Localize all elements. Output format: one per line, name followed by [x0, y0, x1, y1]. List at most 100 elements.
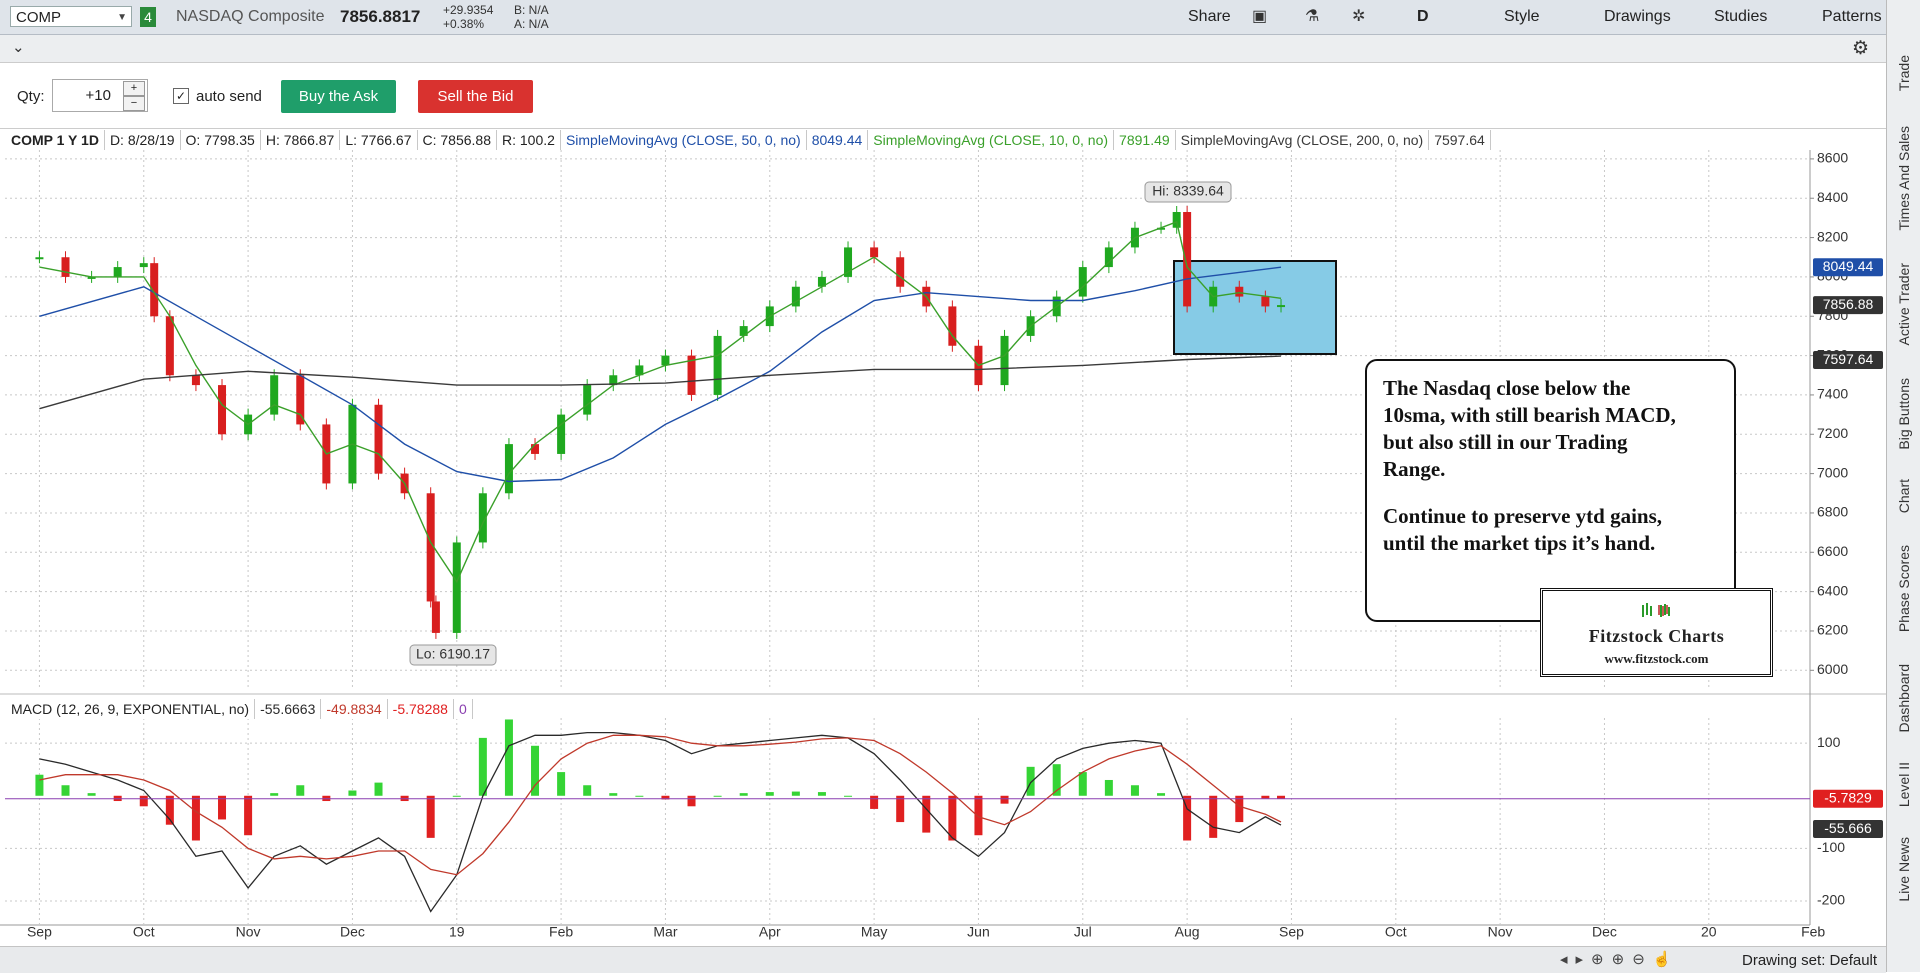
- histogram-bar: [374, 782, 383, 796]
- histogram-bar: [635, 795, 644, 797]
- candle: [817, 276, 826, 287]
- side-tab[interactable]: Times And Sales: [1896, 125, 1912, 231]
- qty-up[interactable]: +: [123, 81, 145, 96]
- histogram-bar: [531, 745, 540, 796]
- histogram-bar: [1235, 795, 1244, 823]
- value-label-bg: [1813, 296, 1883, 315]
- x-tick-label: Jul: [1074, 924, 1092, 940]
- toolbar-button[interactable]: D: [1417, 8, 1429, 25]
- histogram-bar: [191, 795, 200, 841]
- histogram-bar: [870, 795, 879, 809]
- toolbar-button[interactable]: Share: [1188, 8, 1231, 25]
- study-line: [39, 266, 1282, 483]
- study-value: 8049.44: [806, 130, 869, 150]
- side-tab[interactable]: Big Buttons: [1896, 378, 1912, 450]
- side-tab[interactable]: Level II: [1896, 761, 1912, 807]
- collapse-toggle[interactable]: ⌄: [12, 39, 25, 56]
- chart-symbol: COMP 1 Y 1D: [6, 130, 105, 150]
- net-change: +29.9354: [443, 3, 494, 17]
- auto-send-checkbox[interactable]: ✓: [173, 88, 189, 104]
- x-tick-label: Dec: [340, 924, 365, 940]
- side-tab[interactable]: Live News: [1896, 836, 1912, 902]
- toolbar-button[interactable]: Drawings: [1604, 8, 1671, 25]
- y-tick-label: -200: [1817, 892, 1845, 908]
- candle: [431, 601, 440, 633]
- histogram-bar: [35, 774, 44, 796]
- histogram-bar: [504, 719, 513, 796]
- candle: [1078, 267, 1087, 297]
- qty-down[interactable]: −: [123, 96, 145, 111]
- drawing-set[interactable]: Drawing set: Default: [1742, 952, 1878, 969]
- side-tab[interactable]: Trade: [1896, 55, 1912, 92]
- link-group[interactable]: 4: [140, 7, 156, 27]
- symbol-input[interactable]: COMP ▼: [10, 6, 132, 27]
- toolbar-icon[interactable]: ✲: [1352, 8, 1366, 25]
- x-tick-label: Nov: [1488, 924, 1513, 940]
- qty: +10: [85, 87, 111, 104]
- sell-button[interactable]: Sell the Bid: [418, 80, 533, 113]
- y-tick-label: 100: [1817, 734, 1841, 750]
- value-label-bg: [1813, 258, 1883, 277]
- value-label-bg: [1813, 789, 1883, 808]
- side-tab[interactable]: Dashboard: [1896, 663, 1912, 733]
- x-tick-label: Sep: [1279, 924, 1304, 940]
- side-panel: [1886, 0, 1920, 972]
- candle: [687, 355, 696, 395]
- toolbar: COMP ▼ 4 NASDAQ Composite 7856.8817 +29.9…: [0, 0, 1886, 35]
- candle: [635, 365, 644, 376]
- header-field: C: 7856.88: [417, 130, 497, 150]
- toolbar-button[interactable]: Patterns: [1822, 8, 1882, 25]
- candle: [139, 263, 148, 268]
- histogram-bar: [218, 795, 227, 820]
- candle: [948, 306, 957, 346]
- toolbar-icon[interactable]: ▣: [1252, 8, 1268, 25]
- side-tab[interactable]: Phase Scores: [1896, 544, 1912, 632]
- histogram-bar: [791, 791, 800, 796]
- y-tick-label: 6400: [1817, 582, 1848, 598]
- side-tab[interactable]: Chart: [1896, 479, 1912, 514]
- subbar: ⌄ ⚙: [0, 35, 1886, 63]
- candle: [150, 263, 159, 317]
- value-label: 8049.44: [1823, 258, 1874, 274]
- zoom-tools[interactable]: ◂▸⊕⊕⊖☝: [1560, 951, 1680, 968]
- toolbar-button[interactable]: Studies: [1714, 8, 1768, 25]
- logo-url: www.fitzstock.com: [1604, 651, 1709, 666]
- note-paragraph: The Nasdaq close below the 10sma, with s…: [1383, 376, 1676, 481]
- y-tick-label: 7400: [1817, 386, 1848, 402]
- extreme-label-bg: [409, 644, 497, 666]
- histogram-bar: [348, 790, 357, 796]
- study-name: SimpleMovingAvg (CLOSE, 10, 0, no): [868, 130, 1115, 150]
- histogram-bar: [165, 795, 174, 825]
- histogram-bar: [1078, 772, 1087, 796]
- macd-header: MACD (12, 26, 9, EXPONENTIAL, no) -55.66…: [6, 699, 473, 719]
- side-tab[interactable]: Active Trader: [1896, 263, 1912, 346]
- histogram-bar: [557, 772, 566, 796]
- study-name: SimpleMovingAvg (CLOSE, 50, 0, no): [560, 130, 807, 150]
- buy-button[interactable]: Buy the Ask: [281, 80, 396, 113]
- value-label-bg: [1813, 351, 1883, 370]
- study-line: [39, 355, 1282, 410]
- candle: [218, 385, 227, 435]
- histogram-bar: [817, 792, 826, 796]
- study-value: 7597.64: [1429, 130, 1491, 150]
- settings-gear[interactable]: ⚙: [1852, 38, 1870, 59]
- qty-input[interactable]: +10: [52, 79, 148, 112]
- header-field: R: 100.2: [497, 130, 561, 150]
- study-line: [39, 220, 1282, 584]
- histogram-bar: [139, 795, 148, 807]
- x-tick-label: Feb: [1801, 924, 1825, 940]
- macd-line: [39, 734, 1282, 876]
- candle: [870, 247, 879, 258]
- y-tick-label: 8200: [1817, 228, 1848, 244]
- toolbar-button[interactable]: Style: [1504, 8, 1540, 25]
- x-tick-label: Mar: [653, 924, 677, 940]
- toolbar-icon[interactable]: ⚗: [1305, 8, 1320, 25]
- order-bar: Qty: +10 + − ✓ auto send Buy the Ask Sel…: [0, 63, 1886, 129]
- value-label: 7597.64: [1823, 351, 1874, 367]
- x-tick-label: Feb: [549, 924, 573, 940]
- x-tick-label: 19: [449, 924, 465, 940]
- extreme-label-bg: [1144, 181, 1232, 203]
- histogram-bar: [974, 795, 983, 836]
- y-tick-label: 6000: [1817, 661, 1848, 677]
